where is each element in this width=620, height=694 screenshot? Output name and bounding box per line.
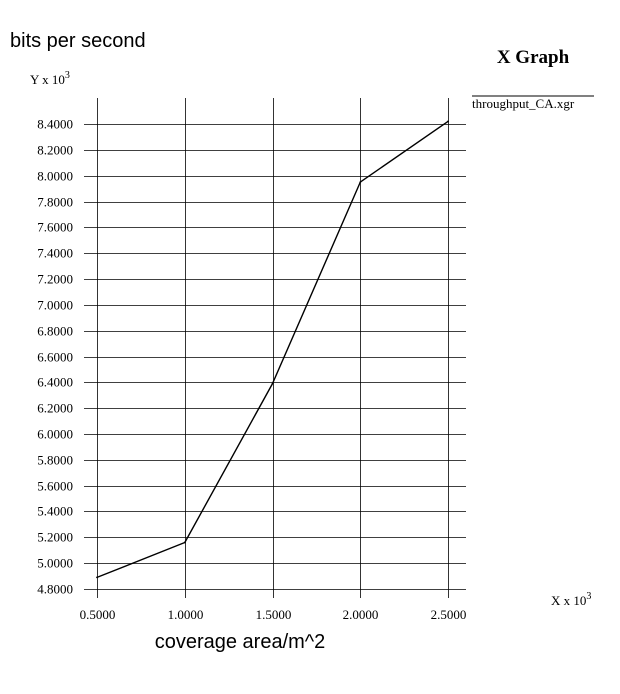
y-tick-label: 4.8000 (37, 582, 73, 597)
series-lines (96, 120, 449, 579)
y-tick-label: 6.4000 (37, 375, 73, 390)
y-tick-label: 7.0000 (37, 298, 73, 313)
x-tick-label: 0.5000 (80, 607, 116, 622)
y-tick-label: 5.8000 (37, 453, 73, 468)
y-tick-label: 5.0000 (37, 556, 73, 571)
y-tick-label: 7.6000 (37, 220, 73, 235)
y-tick-labels: 4.8000 5.0000 5.2000 5.4000 5.6000 5.8000 6.00… (37, 117, 73, 597)
data-point (271, 382, 274, 385)
grid-lines (84, 98, 466, 598)
y-tick-label: 5.6000 (37, 479, 73, 494)
x-unit-exponent: 3 (586, 591, 591, 602)
x-tick-label: 2.0000 (343, 607, 379, 622)
y-axis-label: bits per second (10, 30, 146, 52)
y-tick-label: 5.2000 (37, 530, 73, 545)
y-unit-label: Y x 103 (30, 70, 70, 87)
y-tick-label: 6.6000 (37, 350, 73, 365)
legend-entry: throughput_CA.xgr (472, 96, 575, 111)
y-unit-exponent: 3 (65, 70, 70, 81)
x-tick-label: 1.0000 (168, 607, 204, 622)
data-point (96, 576, 98, 579)
y-tick-label: 8.4000 (37, 117, 73, 132)
y-tick-label: 6.0000 (37, 427, 73, 442)
y-tick-label: 7.8000 (37, 195, 73, 210)
series-line-throughput (96, 120, 449, 579)
y-tick-label: 6.2000 (37, 401, 73, 416)
x-tick-labels: 0.5000 1.0000 1.5000 2.0000 2.5000 (80, 607, 467, 622)
y-tick-label: 6.8000 (37, 324, 73, 339)
x-tick-label: 1.5000 (256, 607, 292, 622)
x-unit-label: X x 103 (551, 591, 591, 608)
y-tick-label: 5.4000 (37, 504, 73, 519)
y-tick-label: 7.2000 (37, 272, 73, 287)
y-tick-label: 8.2000 (37, 143, 73, 158)
data-point (447, 120, 449, 123)
graph-title: X Graph (497, 47, 570, 68)
data-point (183, 541, 186, 544)
y-tick-label: 7.4000 (37, 246, 73, 261)
y-unit-text: Y x 10 (30, 72, 65, 87)
x-unit-text: X x 10 (551, 593, 586, 608)
y-tick-label: 8.0000 (37, 169, 73, 184)
x-axis-label: coverage area/m^2 (155, 631, 326, 653)
x-tick-label: 2.5000 (431, 607, 467, 622)
data-point (359, 181, 362, 184)
